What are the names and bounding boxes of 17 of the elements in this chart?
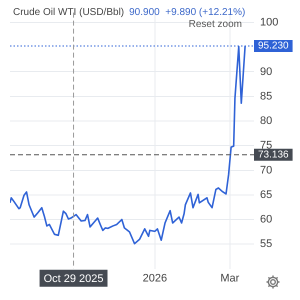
chart-title: Crude Oil WTI (USD/Bbl) <box>13 7 124 18</box>
ref-line-label: 95.230 <box>258 40 290 52</box>
x-tick-label: 2026 <box>142 272 168 284</box>
annotation: Reset zoom <box>188 19 242 30</box>
chart-subtitle: 90.900 +9.890 (+12.21%) <box>129 7 246 18</box>
y-tick-label: 90 <box>260 66 272 78</box>
y-tick-label: 70 <box>260 164 272 176</box>
y-tick-label: 75 <box>260 140 272 152</box>
x-tick-label: Mar <box>220 272 240 284</box>
y-tick-label: 80 <box>260 115 272 128</box>
y-tick-label: 55 <box>260 238 272 250</box>
y-tick-label: 85 <box>260 90 272 102</box>
ref-line-label: Oct 29 2025 <box>44 272 104 285</box>
y-tick-label: 60 <box>260 214 272 226</box>
y-tick-label: 100 <box>260 16 278 28</box>
ref-line-label: 73.136 <box>258 150 290 161</box>
y-tick-label: 65 <box>260 188 272 201</box>
